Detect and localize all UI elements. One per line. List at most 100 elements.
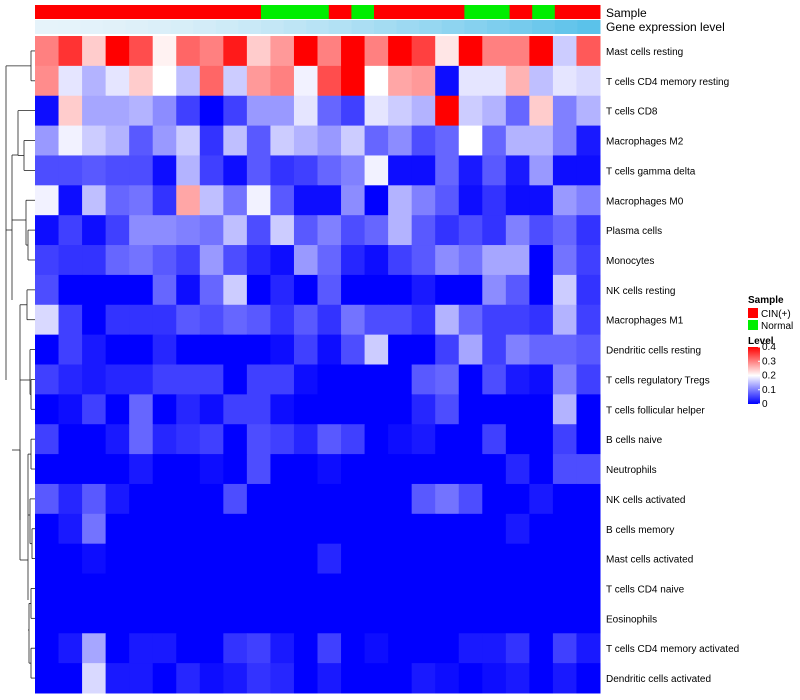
row-label: T cells CD8 [606,107,658,118]
heatmap-cell [105,513,130,545]
heatmap-cell [82,394,107,425]
sample-annotation-cell [57,5,81,19]
heatmap-cell [482,155,507,186]
sample-annotation-cell [193,5,217,19]
heatmap-cell [35,36,60,67]
heatmap-cell [482,95,507,127]
heatmap-cell [35,573,60,604]
heatmap-cell [364,454,389,485]
heatmap-cell [223,454,248,485]
heatmap-cell [105,185,130,216]
heatmap-cell [35,364,60,395]
legend-tick-label: 0.1 [762,385,776,396]
heatmap-cell [388,663,413,694]
expression-annotation-cell [215,20,239,34]
sample-annotation-cell [374,5,398,19]
heatmap-cell [411,274,436,306]
heatmap-cell [505,245,530,276]
heatmap-cell [246,304,271,336]
heatmap-cell [411,334,436,365]
heatmap-cell [270,125,295,156]
row-label: NK cells activated [606,495,685,506]
heatmap-cell [176,633,201,664]
heatmap-cell [246,215,271,246]
heatmap-cell [341,543,366,575]
heatmap-cell [482,65,507,97]
heatmap-cell [388,394,413,425]
heatmap-cell [176,245,201,276]
heatmap-cell [152,483,177,515]
heatmap-cell [199,274,224,306]
heatmap-cell [176,513,201,545]
heatmap-cell [223,245,248,276]
expression-annotation-cell [396,20,420,34]
sample-annotation-cell [102,5,126,19]
heatmap-cell [129,334,154,365]
heatmap-cell [364,513,389,545]
heatmap-cell [82,65,107,97]
heatmap-cell [293,95,318,127]
heatmap-cell [35,513,60,545]
heatmap-cell [435,304,460,336]
heatmap-cell [341,36,366,67]
heatmap-cell [152,304,177,336]
heatmap-cell [317,155,342,186]
expression-annotation-cell [554,20,578,34]
heatmap-cell [317,364,342,395]
row-label: Monocytes [606,256,654,267]
heatmap-cell [199,483,224,515]
heatmap-cell [505,454,530,485]
heatmap-cell [105,364,130,395]
heatmap-cell [293,155,318,186]
heatmap-cell [58,215,83,246]
heatmap-cell [293,125,318,156]
heatmap-cell [270,155,295,186]
heatmap-cell [246,663,271,694]
heatmap-cell [411,424,436,455]
heatmap-cell [482,454,507,485]
heatmap-cell [35,274,60,306]
heatmap-cell [458,633,483,664]
row-label: T cells regulatory Tregs [606,375,710,386]
heatmap-cell [458,334,483,365]
heatmap-cell [270,185,295,216]
sample-annotation-cell [125,5,149,19]
heatmap-cell [293,334,318,365]
heatmap-cell [105,304,130,336]
heatmap-cell [552,95,577,127]
heatmap-cell [152,394,177,425]
sample-annotation-cell [351,5,375,19]
heatmap-cell [505,364,530,395]
expression-annotation-cell [306,20,330,34]
heatmap-cell [411,603,436,634]
heatmap-cell [529,603,554,634]
heatmap-cell [529,424,554,455]
sample-annotation-cell [238,5,262,19]
heatmap-cell [317,633,342,664]
heatmap-cell [293,633,318,664]
heatmap-cell [458,215,483,246]
heatmap-cell [576,394,601,425]
sample-annotation-cell [441,5,465,19]
heatmap-cell [246,36,271,67]
heatmap-cell [58,573,83,604]
heatmap-cell [435,633,460,664]
expression-annotation-cell [80,20,104,34]
row-label: Macrophages M2 [606,137,684,148]
heatmap-cell [576,155,601,186]
heatmap-cell [364,394,389,425]
heatmap-cell [458,483,483,515]
heatmap-cell [129,274,154,306]
heatmap-cell [505,483,530,515]
heatmap-cell [435,245,460,276]
heatmap-cell [58,633,83,664]
heatmap-cell [341,573,366,604]
legend-swatch [748,308,758,318]
heatmap-cell [223,155,248,186]
heatmap-cell [246,155,271,186]
heatmap-cell [293,245,318,276]
heatmap-cell [58,603,83,634]
expression-annotation-cell [464,20,488,34]
heatmap-cell [176,573,201,604]
heatmap-cell [199,513,224,545]
